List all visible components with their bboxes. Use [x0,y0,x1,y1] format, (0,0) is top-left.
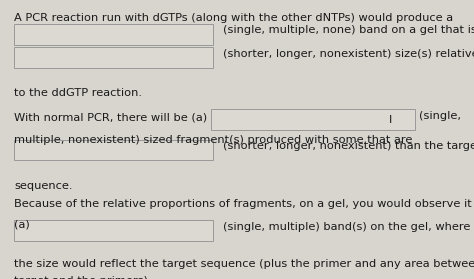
Text: multiple, nonexistent) sized fragment(s) produced with some that are: multiple, nonexistent) sized fragment(s)… [14,135,412,145]
Text: the size would reflect the target sequence (plus the primer and any area between: the size would reflect the target sequen… [14,259,474,269]
FancyBboxPatch shape [211,109,415,130]
Text: (single, multiple, none) band on a gel that is: (single, multiple, none) band on a gel t… [223,25,474,35]
Text: (shorter, longer, nonexistent) size(s) relative: (shorter, longer, nonexistent) size(s) r… [223,49,474,59]
Text: target and the primers).: target and the primers). [14,276,152,279]
Text: With normal PCR, there will be (a): With normal PCR, there will be (a) [14,112,207,122]
Text: sequence.: sequence. [14,181,73,191]
FancyBboxPatch shape [14,220,213,241]
FancyBboxPatch shape [14,47,213,68]
Text: I: I [389,115,393,125]
Text: (a): (a) [14,219,30,229]
Text: to the ddGTP reaction.: to the ddGTP reaction. [14,88,142,98]
FancyBboxPatch shape [14,24,213,45]
Text: (shorter, longer, nonexistent) than the target: (shorter, longer, nonexistent) than the … [223,141,474,151]
Text: (single, multiple) band(s) on the gel, where: (single, multiple) band(s) on the gel, w… [223,222,470,232]
FancyBboxPatch shape [14,140,213,160]
Text: (single,: (single, [419,111,462,121]
Text: Because of the relative proportions of fragments, on a gel, you would observe it: Because of the relative proportions of f… [14,199,474,210]
Text: A PCR reaction run with dGTPs (along with the other dNTPs) would produce a: A PCR reaction run with dGTPs (along wit… [14,13,453,23]
